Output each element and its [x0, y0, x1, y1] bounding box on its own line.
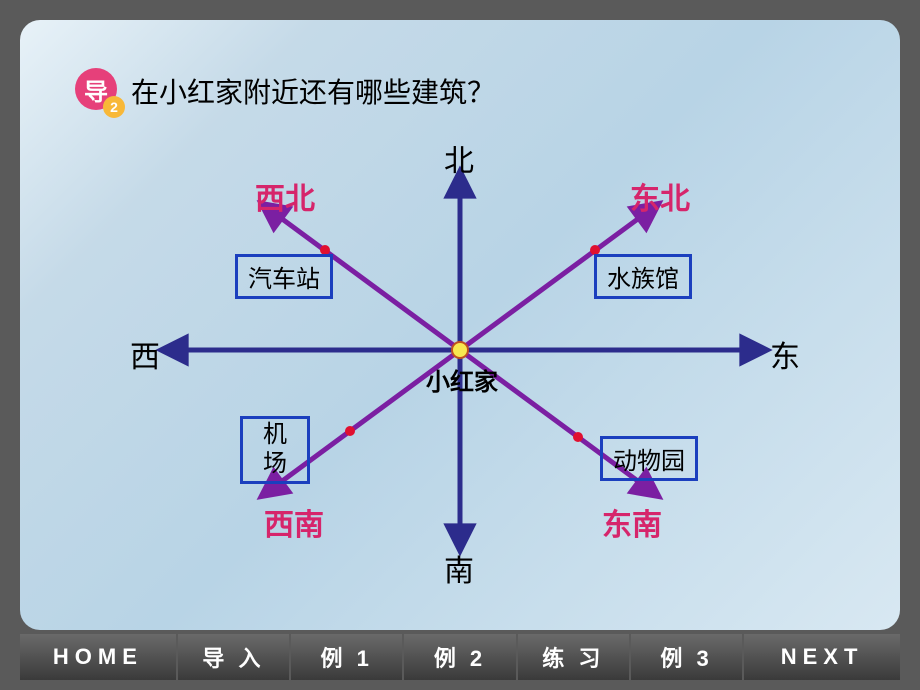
nav-practice[interactable]: 练 习	[518, 634, 629, 680]
center-label: 小红家	[426, 362, 498, 397]
nav-next[interactable]: NEXT	[744, 634, 900, 680]
dir-north: 北	[444, 136, 474, 180]
dir-se: 东南	[602, 500, 662, 544]
dir-west: 西	[130, 332, 160, 376]
title-row: 导 2 在小红家附近还有哪些建筑？	[75, 68, 495, 114]
dir-nw: 西北	[255, 174, 315, 218]
nav-bar: HOME 导 入 例 1 例 2 练 习 例 3 NEXT	[20, 634, 900, 680]
nav-intro[interactable]: 导 入	[178, 634, 289, 680]
box-airport: 机 场	[240, 416, 310, 484]
axes-svg	[110, 130, 810, 570]
nav-ex1[interactable]: 例 1	[291, 634, 402, 680]
dir-east: 东	[770, 332, 800, 376]
dir-ne: 东北	[630, 174, 690, 218]
box-zoo: 动物园	[600, 436, 698, 481]
box-airport-line1: 机	[263, 421, 287, 448]
box-airport-line2: 场	[263, 450, 287, 477]
dir-sw: 西南	[264, 500, 324, 544]
nav-ex2[interactable]: 例 2	[404, 634, 515, 680]
box-bus-station: 汽车站	[235, 254, 333, 299]
title-text: 在小红家附近还有哪些建筑？	[131, 71, 495, 111]
nav-home[interactable]: HOME	[20, 634, 176, 680]
dir-south: 南	[444, 546, 474, 590]
box-aquarium: 水族馆	[594, 254, 692, 299]
slide: 导 2 在小红家附近还有哪些建筑？	[20, 20, 900, 630]
nav-ex3[interactable]: 例 3	[631, 634, 742, 680]
badge-sub: 2	[103, 96, 125, 118]
badge: 导 2	[75, 68, 121, 114]
compass-diagram: 北 南 西 东 西北 东北 西南 东南 汽车站 水族馆 机 场 动物园 小红家	[110, 130, 810, 570]
